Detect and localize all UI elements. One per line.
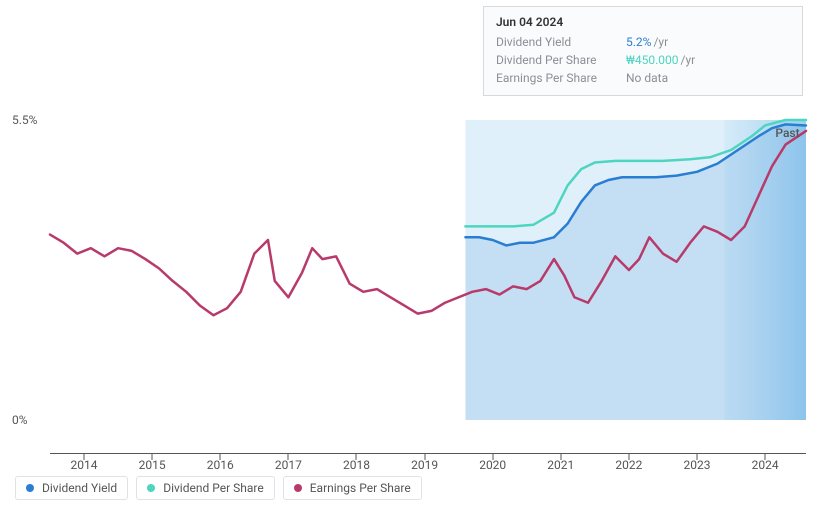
x-axis-line	[50, 453, 806, 454]
x-tick-label: 2016	[207, 458, 234, 472]
x-tick-label: 2020	[479, 458, 506, 472]
tooltip-row-label: Dividend Yield	[496, 33, 626, 51]
tooltip-row-unit: /yr	[653, 33, 668, 51]
legend-dot-icon	[147, 484, 155, 492]
x-tick-label: 2021	[547, 458, 574, 472]
x-tick-label: 2022	[615, 458, 642, 472]
chart-svg	[50, 120, 806, 420]
tooltip-rows: Dividend Yield5.2%/yrDividend Per Share₩…	[496, 33, 790, 87]
x-tick-label: 2019	[411, 458, 438, 472]
legend-dot-icon	[294, 484, 302, 492]
tooltip-date: Jun 04 2024	[496, 15, 790, 29]
tooltip-row: Earnings Per ShareNo data	[496, 69, 790, 87]
legend-dot-icon	[26, 484, 34, 492]
legend-item[interactable]: Dividend Yield	[15, 476, 128, 500]
tooltip-row: Dividend Per Share₩450.000/yr	[496, 51, 790, 69]
x-tick-label: 2017	[275, 458, 302, 472]
legend-label: Earnings Per Share	[310, 481, 411, 495]
y-tick-label: 0%	[12, 413, 28, 427]
x-tick-label: 2014	[71, 458, 98, 472]
legend-item[interactable]: Earnings Per Share	[283, 476, 422, 500]
tooltip-row-unit: /yr	[681, 51, 696, 69]
x-tick-label: 2015	[139, 458, 166, 472]
legend-label: Dividend Per Share	[163, 481, 264, 495]
tooltip-row-value: 5.2%	[626, 33, 651, 51]
x-tick-label: 2018	[343, 458, 370, 472]
y-tick-label: 5.5%	[12, 113, 37, 127]
tooltip-row-value: ₩450.000	[626, 51, 679, 69]
plot-area	[50, 120, 806, 420]
tooltip-info-box: Jun 04 2024 Dividend Yield5.2%/yrDividen…	[483, 6, 803, 96]
dividend-chart-container: Jun 04 2024 Dividend Yield5.2%/yrDividen…	[0, 0, 821, 508]
tooltip-row-label: Dividend Per Share	[496, 51, 626, 69]
tooltip-row: Dividend Yield5.2%/yr	[496, 33, 790, 51]
x-tick-label: 2023	[684, 458, 711, 472]
legend-item[interactable]: Dividend Per Share	[136, 476, 275, 500]
past-label: Past	[775, 126, 799, 140]
legend: Dividend Yield Dividend Per Share Earnings…	[15, 476, 422, 500]
legend-label: Dividend Yield	[42, 481, 117, 495]
tooltip-row-label: Earnings Per Share	[496, 69, 626, 87]
x-tick-label: 2024	[752, 458, 779, 472]
tooltip-row-value: No data	[626, 69, 668, 87]
